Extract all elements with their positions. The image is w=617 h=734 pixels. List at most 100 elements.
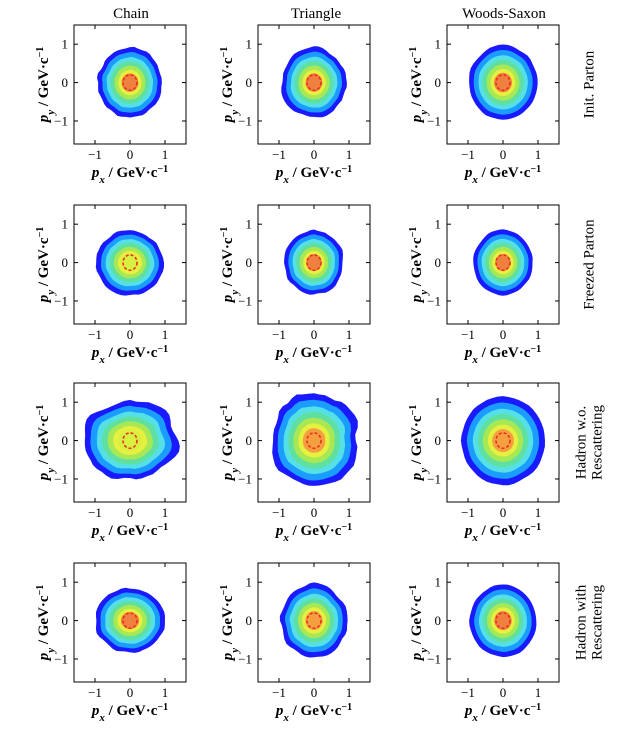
panel-freezed-parton-chain-xtick-label-0: −1 xyxy=(88,327,102,342)
panel-init-parton-triangle-xtick-label-2: 1 xyxy=(346,147,353,162)
panel-freezed-parton-woods-saxon-xlabel: px / GeV·c−1 xyxy=(463,344,541,367)
panel-hadron-with-rescattering-triangle-xtick-label-1: 0 xyxy=(311,685,318,700)
panel-init-parton-chain-ytick-label-0: −1 xyxy=(54,113,68,128)
panel-hadron-w-o-rescattering-woods-saxon-core-ring xyxy=(495,432,511,450)
panel-hadron-with-rescattering-chain-contour-6 xyxy=(121,612,140,629)
panel-hadron-with-rescattering-woods-saxon-ylabel: py / GeV·c−1 xyxy=(408,585,431,663)
panel-hadron-w-o-rescattering-woods-saxon-ytick-label-1: 0 xyxy=(435,433,442,448)
panel-freezed-parton-woods-saxon-ylabel: py / GeV·c−1 xyxy=(408,227,431,305)
panel-init-parton-triangle: −1 0 1 −1 0 1 px / GeV·c−1 py / GeV·c−1 xyxy=(219,24,371,187)
column-title-chain: Chain xyxy=(113,6,149,22)
panel-hadron-w-o-rescattering-woods-saxon-ytick-label-2: 1 xyxy=(435,395,442,410)
panel-hadron-with-rescattering-triangle-ytick-label-1: 0 xyxy=(246,613,253,628)
panel-hadron-w-o-rescattering-triangle-ylabel: py / GeV·c−1 xyxy=(219,405,242,483)
panel-init-parton-triangle-xtick-label-1: 0 xyxy=(311,147,318,162)
panel-init-parton-chain-ytick-label-1: 0 xyxy=(62,75,69,90)
panel-init-parton-woods-saxon-xtick-label-0: −1 xyxy=(461,147,475,162)
panel-freezed-parton-woods-saxon-core-ring xyxy=(495,254,511,272)
panel-hadron-w-o-rescattering-triangle-contour-6 xyxy=(302,428,326,453)
panel-freezed-parton-triangle-contour-6 xyxy=(306,254,322,271)
panel-init-parton-chain-xtick-label-2: 1 xyxy=(162,147,169,162)
panel-hadron-w-o-rescattering-chain-xtick-label-2: 1 xyxy=(162,505,169,520)
panel-freezed-parton-chain-ytick-label-1: 0 xyxy=(62,255,69,270)
panel-hadron-w-o-rescattering-chain-ytick-label-0: −1 xyxy=(54,471,68,486)
panel-hadron-with-rescattering-woods-saxon-core-ring xyxy=(495,612,511,630)
panel-init-parton-triangle-density xyxy=(281,46,347,118)
panel-init-parton-woods-saxon-density xyxy=(469,44,538,120)
panel-freezed-parton-chain-contour-6 xyxy=(121,254,139,271)
panel-hadron-w-o-rescattering-triangle-xlabel: px / GeV·c−1 xyxy=(274,522,352,545)
panel-freezed-parton-triangle: −1 0 1 −1 0 1 px / GeV·c−1 py / GeV·c−1 xyxy=(219,204,371,367)
panel-init-parton-chain-density xyxy=(97,46,162,118)
panel-hadron-with-rescattering-chain: −1 0 1 −1 0 1 px / GeV·c−1 py / GeV·c−1 xyxy=(35,562,187,725)
panel-hadron-with-rescattering-triangle-ytick-label-2: 1 xyxy=(246,575,253,590)
panel-freezed-parton-woods-saxon: −1 0 1 −1 0 1 px / GeV·c−1 py / GeV·c−1 xyxy=(408,204,560,367)
panel-freezed-parton-woods-saxon-ytick-label-0: −1 xyxy=(427,293,441,308)
panel-hadron-w-o-rescattering-chain-density xyxy=(84,399,180,480)
panel-freezed-parton-woods-saxon-ytick-label-2: 1 xyxy=(435,217,442,232)
panel-hadron-w-o-rescattering-chain-xlabel: px / GeV·c−1 xyxy=(90,522,168,545)
panel-hadron-with-rescattering-triangle-xtick-label-2: 1 xyxy=(346,685,353,700)
panel-init-parton-chain-core-ring xyxy=(122,74,138,92)
panel-init-parton-woods-saxon-xtick-label-2: 1 xyxy=(535,147,542,162)
panel-hadron-with-rescattering-woods-saxon-xtick-label-1: 0 xyxy=(500,685,507,700)
panel-init-parton-triangle-xlabel: px / GeV·c−1 xyxy=(274,164,352,187)
panel-hadron-w-o-rescattering-triangle: −1 0 1 −1 0 1 px / GeV·c−1 py / GeV·c−1 xyxy=(219,382,371,545)
panel-init-parton-triangle-xtick-label-0: −1 xyxy=(272,147,286,162)
panel-freezed-parton-triangle-ytick-label-1: 0 xyxy=(246,255,253,270)
panel-freezed-parton-triangle-xtick-label-0: −1 xyxy=(272,327,286,342)
panel-hadron-w-o-rescattering-triangle-density xyxy=(272,393,358,486)
panel-init-parton-woods-saxon-ytick-label-2: 1 xyxy=(435,37,442,52)
panel-freezed-parton-woods-saxon-ytick-label-1: 0 xyxy=(435,255,442,270)
panel-hadron-w-o-rescattering-triangle-ytick-label-1: 0 xyxy=(246,433,253,448)
panel-init-parton-chain-ylabel: py / GeV·c−1 xyxy=(35,47,58,125)
panel-freezed-parton-chain-ylabel: py / GeV·c−1 xyxy=(35,227,58,305)
panel-freezed-parton-triangle-ytick-label-0: −1 xyxy=(238,293,252,308)
panel-freezed-parton-triangle-ytick-label-2: 1 xyxy=(246,217,253,232)
panel-freezed-parton-woods-saxon-xtick-label-0: −1 xyxy=(461,327,475,342)
panel-init-parton-chain-ytick-label-2: 1 xyxy=(62,37,69,52)
panel-init-parton-woods-saxon: −1 0 1 −1 0 1 px / GeV·c−1 py / GeV·c−1 xyxy=(408,24,560,187)
row-label-2-line-1: Rescattering xyxy=(589,405,605,480)
panel-hadron-with-rescattering-triangle-ytick-label-0: −1 xyxy=(238,651,252,666)
panel-hadron-with-rescattering-chain-xtick-label-2: 1 xyxy=(162,685,169,700)
panel-hadron-with-rescattering-chain-ylabel: py / GeV·c−1 xyxy=(35,585,58,663)
panel-hadron-with-rescattering-woods-saxon-contour-6 xyxy=(494,611,512,631)
panel-hadron-with-rescattering-chain-core-ring xyxy=(122,612,138,630)
panel-hadron-w-o-rescattering-triangle-ytick-label-2: 1 xyxy=(246,395,253,410)
panel-hadron-with-rescattering-chain-xlabel: px / GeV·c−1 xyxy=(90,702,168,725)
panel-hadron-w-o-rescattering-triangle-xtick-label-1: 0 xyxy=(311,505,318,520)
panel-init-parton-woods-saxon-ylabel: py / GeV·c−1 xyxy=(408,47,431,125)
row-label-1-line-0: Freezed Parton xyxy=(581,219,597,310)
panel-freezed-parton-triangle-xlabel: px / GeV·c−1 xyxy=(274,344,352,367)
panel-hadron-w-o-rescattering-chain-xtick-label-1: 0 xyxy=(127,505,134,520)
panel-hadron-with-rescattering-woods-saxon-ytick-label-2: 1 xyxy=(435,575,442,590)
panel-hadron-with-rescattering-woods-saxon-ytick-label-0: −1 xyxy=(427,651,441,666)
panel-init-parton-triangle-ylabel: py / GeV·c−1 xyxy=(219,47,242,125)
panel-freezed-parton-chain-density xyxy=(95,230,164,296)
panel-freezed-parton-triangle-ylabel: py / GeV·c−1 xyxy=(219,227,242,305)
panel-freezed-parton-triangle-xtick-label-1: 0 xyxy=(311,327,318,342)
panel-freezed-parton-triangle-xtick-label-2: 1 xyxy=(346,327,353,342)
panel-hadron-w-o-rescattering-triangle-xtick-label-2: 1 xyxy=(346,505,353,520)
panel-freezed-parton-chain-xtick-label-2: 1 xyxy=(162,327,169,342)
panel-hadron-w-o-rescattering-woods-saxon-density xyxy=(460,396,545,486)
panel-hadron-w-o-rescattering-woods-saxon: −1 0 1 −1 0 1 px / GeV·c−1 py / GeV·c−1 xyxy=(408,382,560,544)
panel-hadron-with-rescattering-woods-saxon-xlabel: px / GeV·c−1 xyxy=(463,702,541,725)
panel-freezed-parton-chain-core-ring xyxy=(122,254,138,272)
panel-hadron-with-rescattering-triangle-core-ring xyxy=(306,612,322,630)
panel-init-parton-woods-saxon-xlabel: px / GeV·c−1 xyxy=(463,164,541,187)
panel-hadron-w-o-rescattering-chain-ylabel: py / GeV·c−1 xyxy=(35,405,58,483)
panel-hadron-with-rescattering-triangle-density xyxy=(279,582,348,658)
row-label-2-line-0: Hadron w.o. xyxy=(573,406,589,480)
panel-hadron-with-rescattering-triangle-xlabel: px / GeV·c−1 xyxy=(274,702,352,725)
column-title-woods-saxon: Woods-Saxon xyxy=(462,6,546,22)
panel-hadron-with-rescattering-woods-saxon: −1 0 1 −1 0 1 px / GeV·c−1 py / GeV·c−1 xyxy=(408,562,560,725)
panel-hadron-with-rescattering-chain-ytick-label-2: 1 xyxy=(62,575,69,590)
panel-init-parton-woods-saxon-ytick-label-1: 0 xyxy=(435,75,442,90)
panel-hadron-with-rescattering-woods-saxon-ytick-label-1: 0 xyxy=(435,613,442,628)
panel-hadron-w-o-rescattering-triangle-xtick-label-0: −1 xyxy=(272,505,286,520)
panel-init-parton-woods-saxon-core-ring xyxy=(495,74,511,92)
panel-freezed-parton-woods-saxon-xtick-label-2: 1 xyxy=(535,327,542,342)
